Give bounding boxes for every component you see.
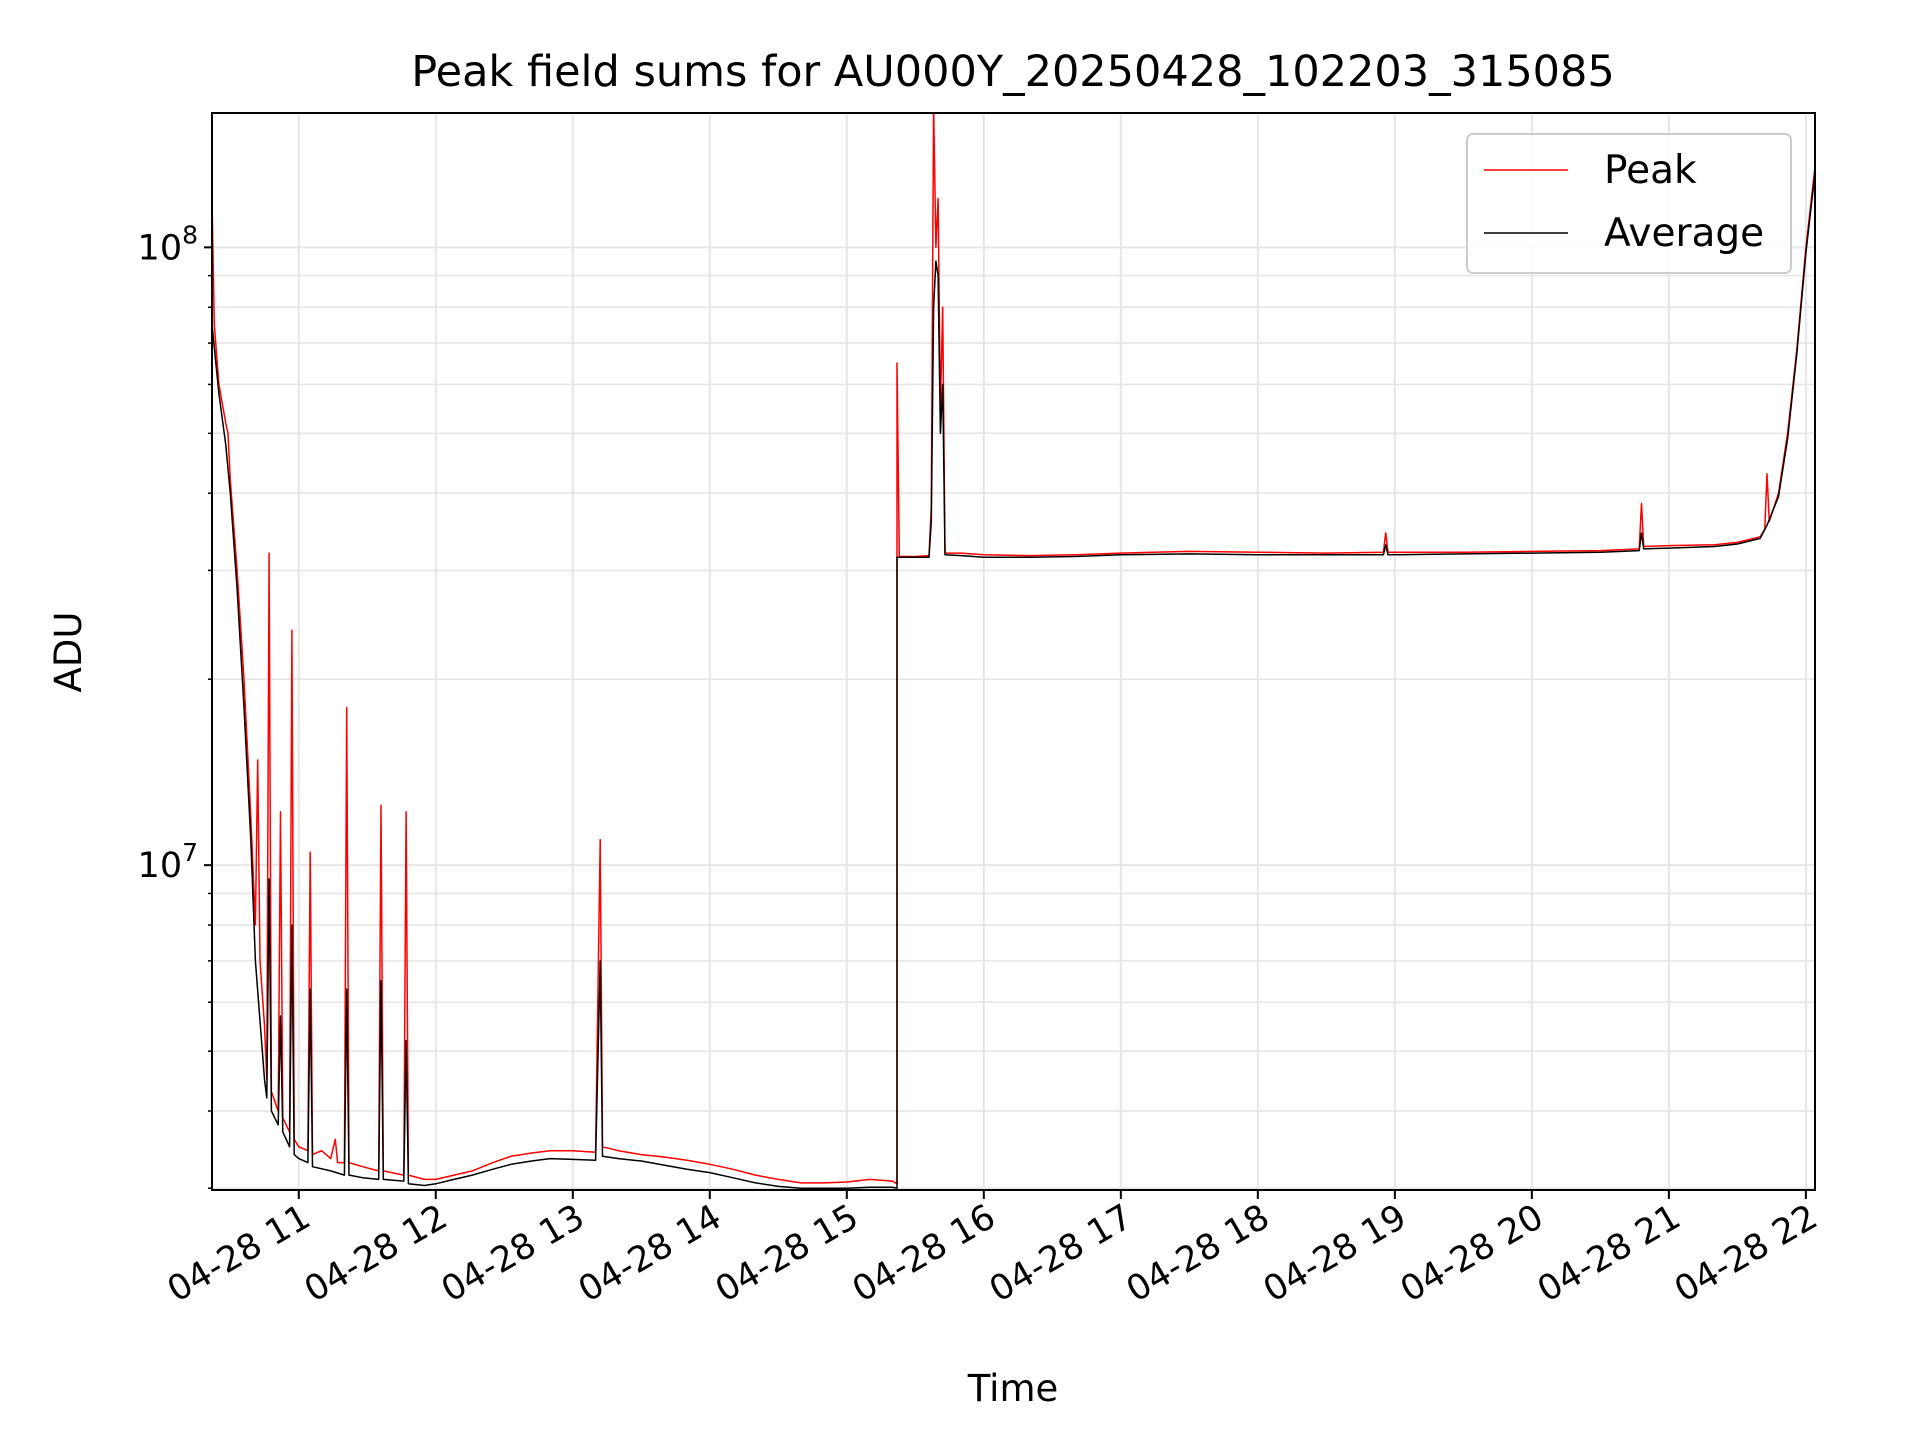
- plot-frame: [211, 112, 1816, 1191]
- y-tick-label-base: 10: [138, 228, 183, 268]
- y-tick-label: 108: [138, 220, 198, 268]
- series-line-average: [212, 172, 1815, 1189]
- plot-area: [212, 113, 1815, 1189]
- legend: Peak Average: [1466, 133, 1792, 274]
- y-tick-label-exponent: 8: [182, 220, 198, 249]
- legend-box: [1466, 133, 1792, 274]
- y-tick-label: 107: [138, 838, 198, 886]
- grid: [212, 113, 1815, 1190]
- y-tick-label-base: 10: [138, 846, 183, 886]
- series-layer: [212, 113, 1815, 1189]
- y-tick-label-exponent: 7: [182, 838, 198, 867]
- x-axis-label: Time: [967, 1367, 1059, 1410]
- y-axis-label: ADU: [47, 612, 90, 693]
- series-line-peak: [212, 113, 1815, 1185]
- chart-title: Peak field sums for AU000Y_20250428_1022…: [411, 47, 1615, 97]
- legend-label-average: Average: [1604, 211, 1764, 256]
- legend-label-peak: Peak: [1604, 148, 1697, 193]
